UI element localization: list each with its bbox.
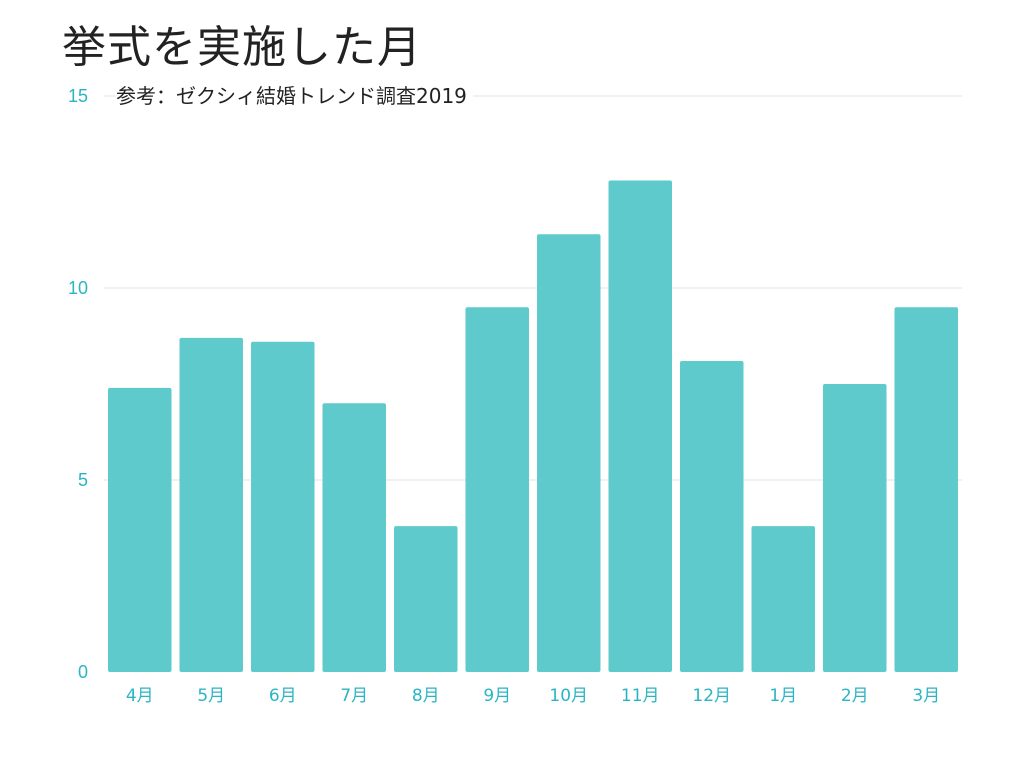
bar	[608, 180, 672, 673]
x-category-label: 6月	[269, 686, 297, 706]
x-category-label: 8月	[412, 686, 440, 706]
x-category-label: 2月	[841, 686, 869, 706]
bar	[465, 307, 529, 672]
x-category-label: 1月	[769, 686, 797, 706]
bar	[680, 360, 744, 672]
bar	[537, 234, 601, 673]
bar	[251, 341, 315, 672]
chart-subtitle: 参考：ゼクシィ結婚トレンド調査2019	[116, 86, 473, 106]
bar	[894, 307, 958, 672]
y-tick-label: 10	[68, 278, 88, 298]
x-category-label: 5月	[197, 686, 225, 706]
x-category-label: 12月	[692, 686, 731, 706]
bar	[179, 337, 243, 672]
x-category-label: 9月	[483, 686, 511, 706]
x-category-label: 10月	[549, 686, 588, 706]
y-tick-label: 15	[68, 86, 88, 106]
chart-title: 挙式を実施した月	[62, 22, 422, 73]
bar	[394, 526, 458, 672]
bar	[322, 403, 386, 672]
bar	[751, 526, 815, 672]
x-category-label: 4月	[126, 686, 154, 706]
x-axis-categories: 4月 5月 6月 7月 8月 9月 10月 11月 12月 1月 2月 3月	[126, 686, 940, 706]
y-tick-label: 0	[78, 662, 88, 682]
y-tick-label: 5	[78, 470, 88, 490]
x-category-label: 11月	[621, 686, 660, 706]
bar	[823, 384, 887, 672]
x-category-label: 7月	[340, 686, 368, 706]
y-axis-ticks: 0 5 10 15	[68, 86, 88, 682]
bars	[108, 180, 958, 673]
bar	[108, 387, 172, 672]
x-category-label: 3月	[912, 686, 940, 706]
